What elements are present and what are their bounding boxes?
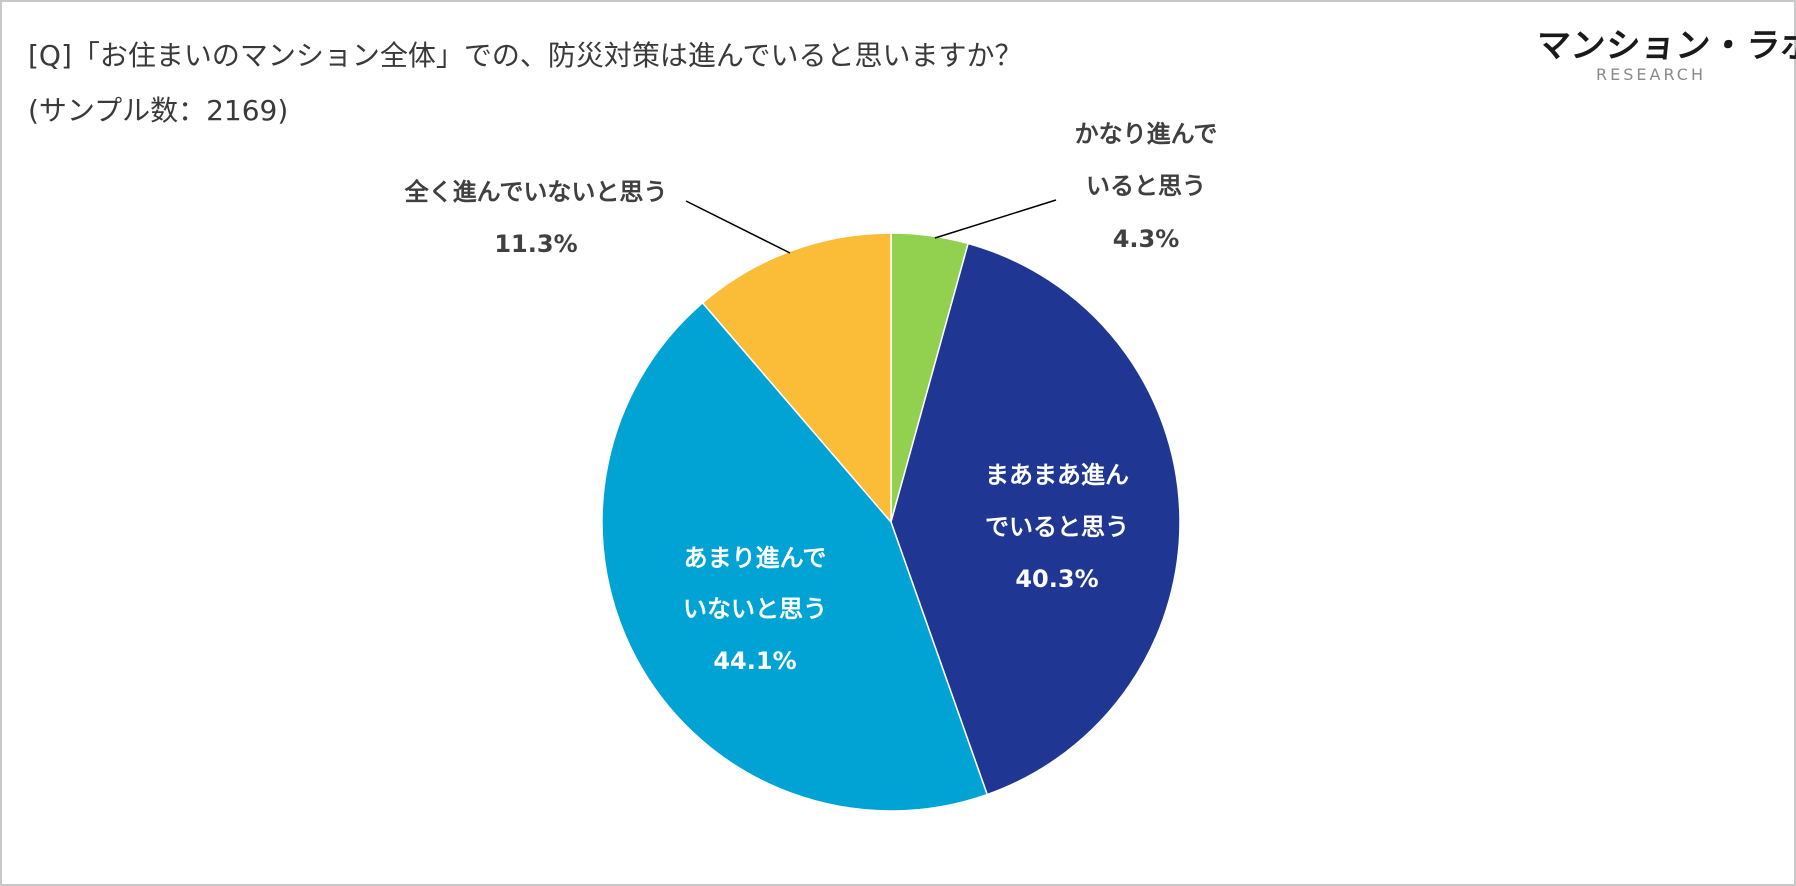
slice-label: でいると思う (985, 513, 1129, 541)
slice-label: いないと思う (683, 595, 827, 623)
slice-value-label: 40.3% (1015, 565, 1098, 593)
pie-slice (601, 301, 989, 812)
question-title: [Q]「お住まいのマンション全体」での、防災対策は進んでいると思いますか？ (28, 39, 1023, 72)
logo: マンション・ラボ RESEARCH (1534, 26, 1796, 84)
slice-label: かなり進んで (1075, 120, 1218, 148)
slice-value-label: 11.3% (494, 230, 577, 258)
logo-sub-text: RESEARCH (1596, 65, 1706, 84)
leader-line (685, 200, 791, 254)
pie-slice (701, 232, 892, 525)
slice-value-label: 4.3% (1113, 225, 1180, 253)
slice-label: 全く進んでいないと思う (404, 178, 668, 206)
sample-size: (サンプル数：2169) (28, 94, 289, 127)
slice-label: あまり進んで (684, 544, 827, 572)
slice-label: いると思う (1086, 172, 1206, 200)
leader-line (934, 199, 1057, 239)
slice-label: まあまあ進ん (985, 461, 1129, 489)
slice-value-label: 44.1% (713, 647, 796, 675)
pie-slice (890, 242, 1181, 796)
